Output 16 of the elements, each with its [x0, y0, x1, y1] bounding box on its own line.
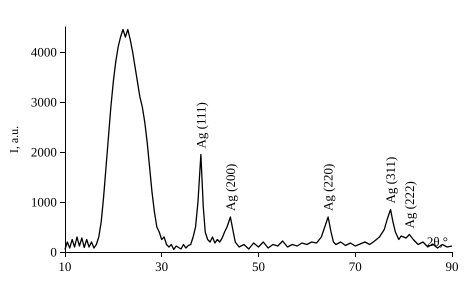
- y-tick-label: 1000: [30, 194, 57, 210]
- x-tick-label: 90: [446, 259, 458, 274]
- annotation: Ag (200): [222, 164, 238, 211]
- y-tick-label: 4000: [30, 44, 57, 60]
- y-tick-label: 2000: [30, 144, 57, 160]
- annotation: Ag (111): [193, 102, 208, 148]
- x-tick-label: 50: [252, 259, 265, 274]
- y-tick-label: 0: [50, 244, 57, 260]
- x-tick-label: 10: [58, 259, 72, 274]
- annotation: Ag (220): [320, 164, 336, 211]
- annotation: Ag (222): [402, 181, 417, 228]
- y-axis-title: I, a.u.: [7, 126, 21, 154]
- x-tick-label: 30: [155, 259, 168, 274]
- annotation: Ag (311): [383, 156, 398, 204]
- x-tick-label: 70: [348, 259, 362, 274]
- y-tick-label: 3000: [30, 94, 57, 110]
